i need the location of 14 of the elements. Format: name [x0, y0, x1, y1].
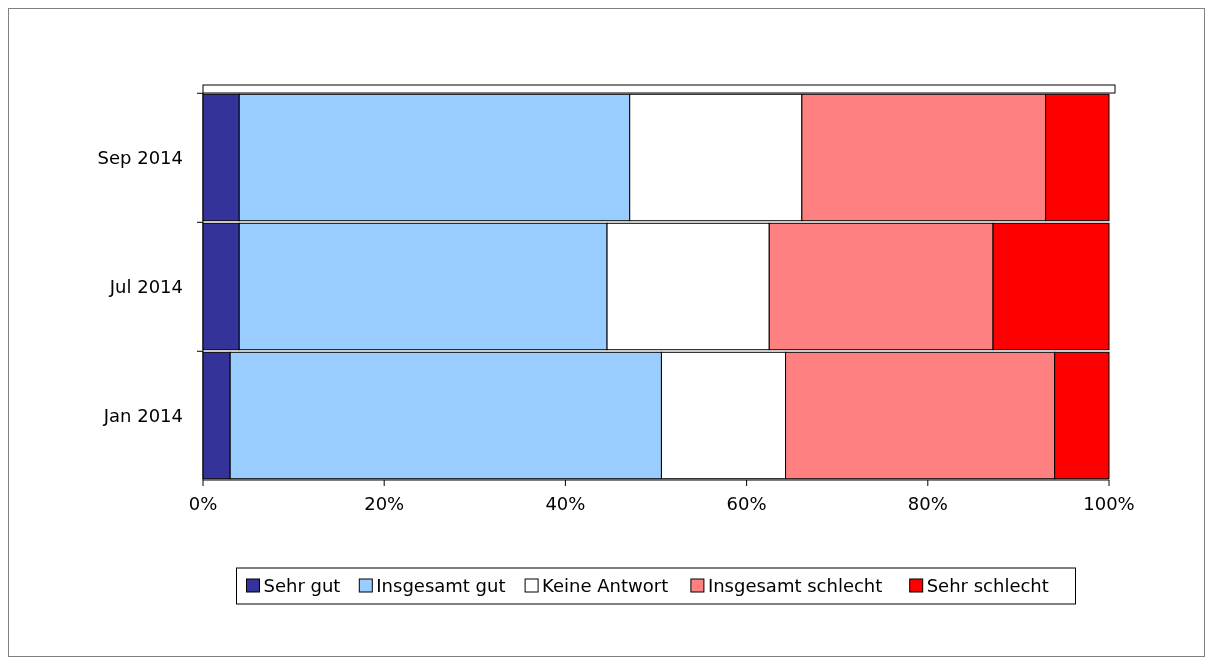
x-tick-label: 0%: [188, 493, 218, 514]
x-tick-label: 40%: [545, 493, 586, 514]
legend-label: Keine Antwort: [542, 575, 669, 596]
legend-label: Sehr schlecht: [926, 575, 1049, 596]
x-tick-label: 60%: [726, 493, 767, 514]
y-tick-label: Sep 2014: [97, 146, 183, 168]
y-tick-label: Jan 2014: [102, 404, 183, 426]
legend-label: Sehr gut: [263, 575, 341, 596]
y-tick-label: Jul 2014: [108, 275, 183, 297]
legend-label: Insgesamt gut: [376, 575, 506, 596]
x-tick-label: 80%: [907, 493, 948, 514]
x-tick-label: 20%: [364, 493, 405, 514]
x-tick-label: 100%: [1083, 493, 1135, 514]
legend-label: Insgesamt schlecht: [707, 575, 883, 596]
